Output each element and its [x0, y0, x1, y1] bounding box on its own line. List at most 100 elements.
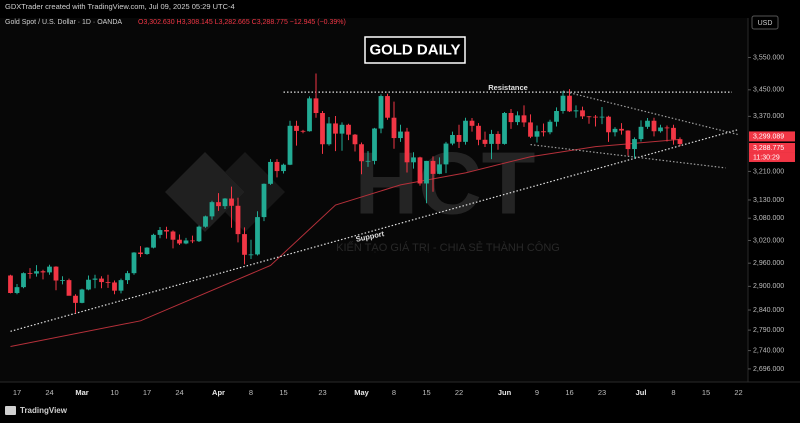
candle-body — [450, 134, 455, 144]
candle-body — [411, 157, 416, 163]
candle-body — [27, 273, 33, 274]
candle-body — [586, 116, 592, 118]
x-tick-label: Mar — [75, 388, 88, 397]
candle-body — [203, 216, 208, 227]
candle-body — [222, 198, 228, 207]
candle-body — [495, 133, 501, 144]
candle-body — [378, 96, 384, 129]
x-tick-label: 9 — [535, 388, 539, 397]
countdown: 11:30:29 — [753, 154, 780, 161]
candle-body — [593, 116, 598, 118]
candle-body — [612, 128, 618, 133]
y-tick-label: 2,790.000 — [753, 327, 784, 334]
candle-body — [261, 183, 267, 218]
x-tick-label: 8 — [249, 388, 253, 397]
candle-body — [619, 128, 624, 131]
candle-body — [151, 234, 156, 248]
footer-logo — [5, 406, 16, 415]
candle-body — [112, 282, 117, 291]
candle-body — [398, 131, 403, 139]
candle-body — [229, 198, 234, 206]
candle-body — [677, 139, 683, 144]
candle-body — [658, 127, 663, 132]
candle-body — [164, 230, 169, 232]
ohlc: O3,302.630 H3,308.145 L3,282.665 C3,288.… — [138, 19, 346, 26]
candle-body — [606, 116, 611, 133]
overlay-line — [562, 90, 739, 136]
candle-body — [144, 247, 150, 255]
x-tick-label: 8 — [671, 388, 675, 397]
price-label: 3,288.775 — [753, 145, 784, 152]
candle-body — [443, 143, 449, 165]
y-tick-label: 3,450.000 — [753, 87, 784, 94]
candle-body — [476, 125, 481, 140]
candle-body — [430, 160, 436, 174]
candle-body — [320, 113, 325, 145]
candle-body — [209, 202, 215, 217]
candle-body — [131, 252, 137, 274]
candle-body — [60, 280, 65, 281]
candle-body — [463, 120, 468, 142]
candle-body — [34, 271, 39, 274]
candle-body — [333, 123, 338, 134]
candle-body — [554, 111, 559, 122]
symbol: Gold Spot / U.S. Dollar · 1D · OANDA — [5, 19, 122, 26]
annotation: Resistance — [488, 83, 528, 92]
candle-body — [99, 278, 104, 283]
footer-text: TradingView — [20, 406, 68, 415]
x-tick-label: 22 — [455, 388, 463, 397]
candle-body — [313, 98, 319, 114]
chart-title: GOLD DAILY — [369, 41, 460, 58]
candle-body — [599, 116, 605, 118]
candle-body — [294, 125, 299, 131]
x-tick-label: 24 — [175, 388, 183, 397]
y-tick-label: 2,900.000 — [753, 283, 784, 290]
overlay-line — [530, 143, 726, 169]
candle-body — [8, 275, 13, 294]
x-tick-label: Jun — [498, 388, 512, 397]
y-tick-label: 3,130.000 — [753, 197, 784, 204]
x-tick-label: 10 — [110, 388, 118, 397]
candle-body — [645, 120, 650, 127]
candle-body — [521, 115, 527, 123]
candle-body — [469, 120, 475, 126]
x-tick-label: 23 — [318, 388, 326, 397]
y-tick-label: 3,370.000 — [753, 113, 784, 120]
y-tick-label: 3,020.000 — [753, 237, 784, 244]
candle-body — [326, 123, 332, 145]
candle-body — [528, 122, 533, 137]
currency: USD — [758, 20, 773, 27]
x-tick-label: 17 — [143, 388, 151, 397]
candle-body — [417, 157, 423, 184]
x-tick-label: 8 — [392, 388, 396, 397]
watermark-logo — [165, 152, 245, 232]
currency-box — [751, 15, 779, 30]
candle-body — [339, 124, 345, 134]
candle-body — [625, 130, 631, 150]
candle-body — [541, 131, 546, 133]
y-tick-label: 2,960.000 — [753, 260, 784, 267]
x-tick-label: 17 — [13, 388, 21, 397]
candle-body — [235, 205, 241, 235]
candle-body — [53, 266, 59, 281]
candle-body — [534, 131, 540, 137]
x-tick-label: Apr — [212, 388, 225, 397]
plot: 3,550.000 3,450.000 3,370.000 3,210.000 3,13… — [8, 54, 795, 397]
candle-body — [242, 234, 247, 255]
candle-body — [515, 115, 520, 123]
candle-body — [580, 110, 585, 117]
x-tick-label: 15 — [422, 388, 430, 397]
candle-body — [502, 113, 507, 144]
candle-body — [268, 161, 273, 184]
candle-body — [372, 128, 377, 161]
candle-body — [177, 239, 182, 244]
candle-body — [21, 273, 26, 288]
candle-body — [404, 131, 410, 163]
candle-body — [508, 113, 514, 123]
candle-body — [14, 287, 20, 294]
y-tick-label: 2,740.000 — [753, 347, 784, 354]
candle-body — [79, 289, 85, 303]
candle-body — [216, 202, 221, 207]
